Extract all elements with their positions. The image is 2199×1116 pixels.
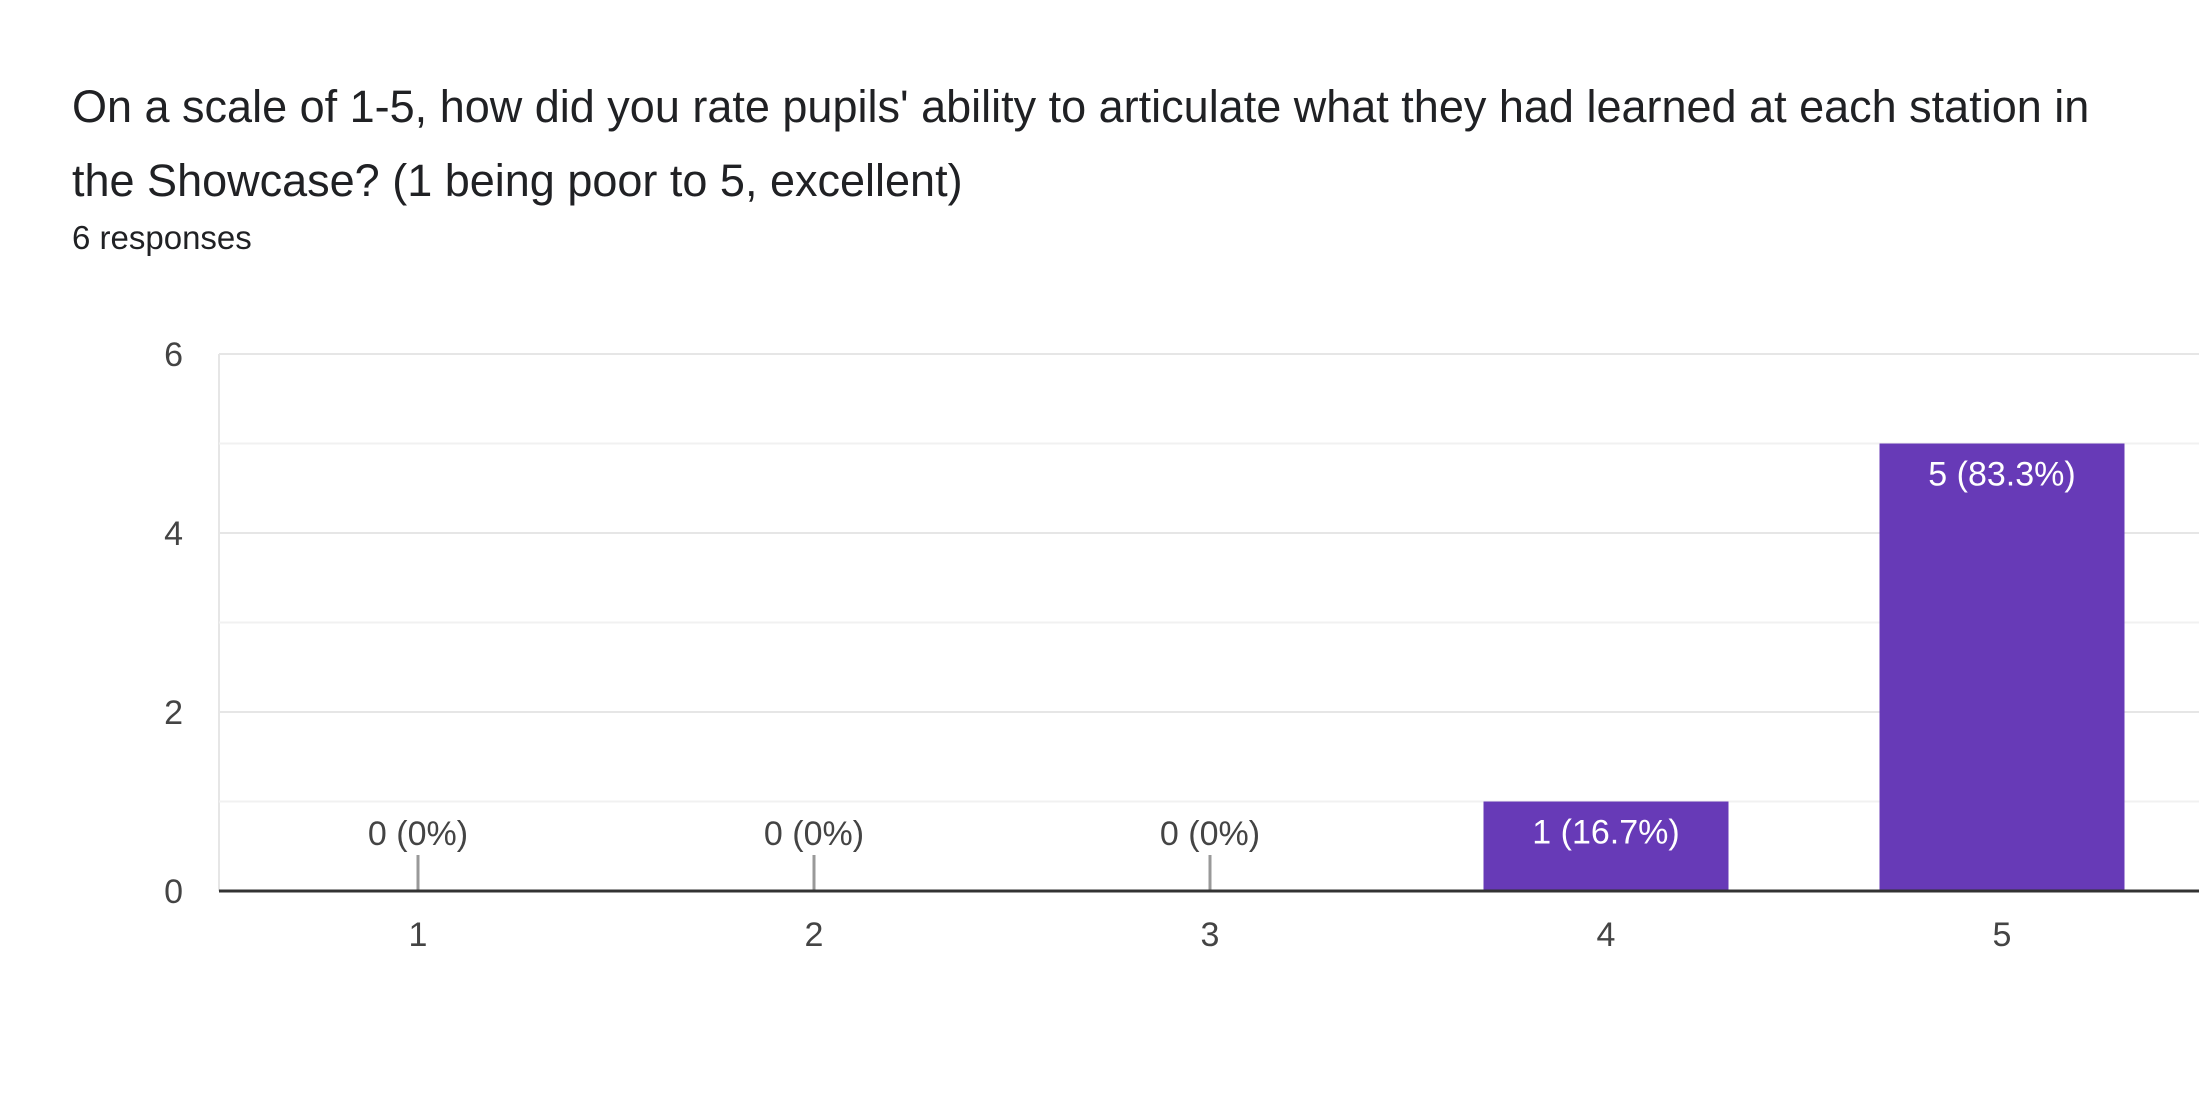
y-tick-label: 6 <box>164 336 183 374</box>
data-label-1: 0 (0%) <box>368 815 468 853</box>
chart-gridlines <box>218 353 2199 891</box>
x-axis-tick-labels: 1 2 3 4 5 <box>409 916 2012 954</box>
y-tick-label: 4 <box>164 515 183 553</box>
data-label-5: 5 (83.3%) <box>1928 456 2075 494</box>
chart-bars <box>416 443 2125 891</box>
chart-data-labels: 0 (0%) 0 (0%) 0 (0%) 1 (16.7%) 5 (83.3%) <box>368 456 2076 854</box>
data-label-4: 1 (16.7%) <box>1532 814 1679 852</box>
y-axis-tick-labels: 0 2 4 6 <box>164 336 183 911</box>
x-tick-label-1: 1 <box>409 916 428 954</box>
data-label-3: 0 (0%) <box>1160 815 1260 853</box>
x-tick-label-3: 3 <box>1201 916 1220 954</box>
x-tick-label-5: 5 <box>1993 916 2012 954</box>
bar-4 <box>1483 801 1729 891</box>
x-tick-label-2: 2 <box>805 916 824 954</box>
question-title: On a scale of 1-5, how did you rate pupi… <box>72 81 2090 206</box>
x-tick-label-4: 4 <box>1597 916 1616 954</box>
data-label-2: 0 (0%) <box>764 815 864 853</box>
bar-5 <box>1879 443 2125 891</box>
y-tick-label: 0 <box>164 873 183 911</box>
response-count: 6 responses <box>72 219 252 256</box>
y-tick-label: 2 <box>164 694 183 732</box>
